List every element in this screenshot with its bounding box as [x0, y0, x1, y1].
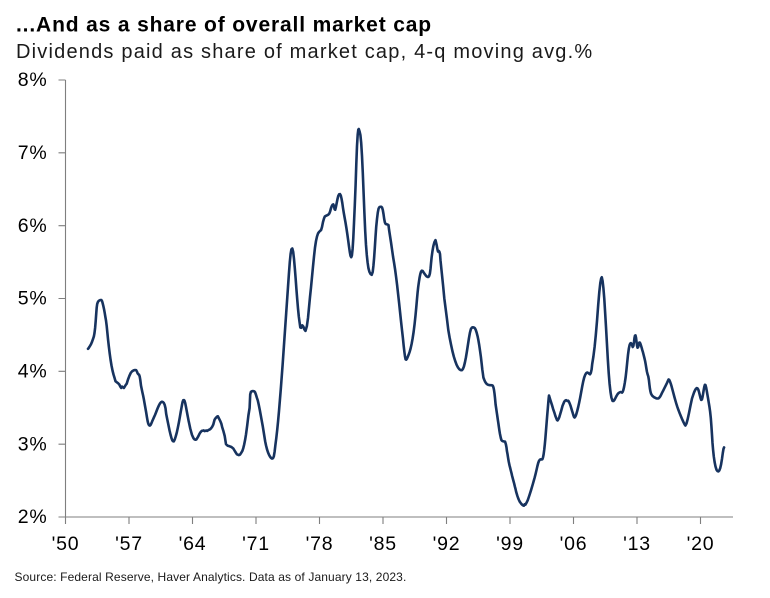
svg-text:6%: 6% — [18, 215, 48, 237]
svg-text:'64: '64 — [179, 533, 207, 555]
svg-text:8%: 8% — [18, 69, 48, 91]
svg-text:4%: 4% — [18, 361, 48, 383]
svg-text:'57: '57 — [115, 533, 143, 555]
svg-text:5%: 5% — [18, 288, 48, 310]
svg-text:3%: 3% — [18, 433, 48, 455]
svg-text:Dividends paid as share of mar: Dividends paid as share of market cap, 4… — [16, 41, 593, 63]
svg-text:Source: Federal Reserve, Haver: Source: Federal Reserve, Haver Analytics… — [15, 570, 407, 584]
svg-text:'92: '92 — [433, 533, 461, 555]
svg-text:'78: '78 — [306, 533, 334, 555]
svg-text:'85: '85 — [369, 533, 397, 555]
svg-text:'13: '13 — [623, 533, 651, 555]
svg-text:7%: 7% — [18, 142, 48, 164]
svg-text:'50: '50 — [52, 533, 80, 555]
svg-text:2%: 2% — [18, 506, 48, 528]
svg-text:'06: '06 — [560, 533, 588, 555]
svg-text:...And as a share of overall m: ...And as a share of overall market cap — [16, 14, 432, 37]
svg-text:'71: '71 — [242, 533, 270, 555]
svg-text:'20: '20 — [687, 533, 715, 555]
svg-text:'99: '99 — [496, 533, 524, 555]
